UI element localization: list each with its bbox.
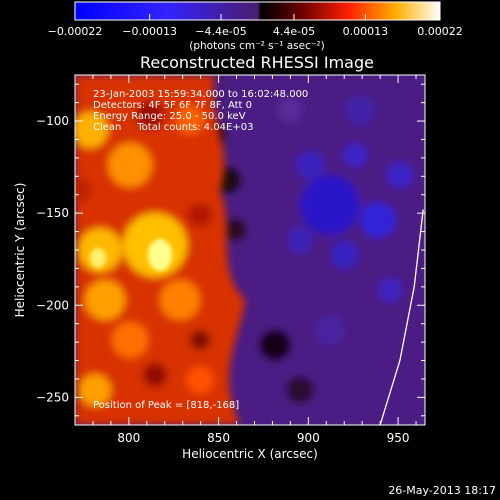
red-zone xyxy=(188,203,212,227)
pos-blob xyxy=(108,143,152,187)
y-tick-label: −100 xyxy=(36,114,69,128)
info-line-total-counts: Clean Total counts: 4.04E+03 xyxy=(93,122,253,133)
x-tick-label: 800 xyxy=(117,431,140,445)
neg-blob xyxy=(360,202,396,238)
neg-blob xyxy=(345,95,375,125)
info-line-energy-range: Energy Range: 25.0 - 50.0 keV xyxy=(93,111,246,122)
pos-blob xyxy=(85,280,125,320)
neg-blob xyxy=(300,175,360,235)
x-tick-label: 850 xyxy=(207,431,230,445)
x-tick-label: 900 xyxy=(297,431,320,445)
colorbar-tick-label: −4.4e-05 xyxy=(195,25,246,38)
pos-blob xyxy=(186,366,214,394)
footer-date: 26-May-2013 18:17 xyxy=(388,484,496,497)
info-line-detectors: Detectors: 4F 5F 6F 7F 8F, Att 0 xyxy=(93,100,252,111)
colorbar: −0.00022 −0.00013 −4.4e-05 4.4e-05 0.00013 0.… xyxy=(48,1,463,52)
x-axis-ticks: 800 850 900 950 xyxy=(92,75,417,445)
x-tick-label: 950 xyxy=(387,431,410,445)
y-tick-label: −200 xyxy=(36,298,69,312)
red-zone xyxy=(136,101,164,129)
peak-position-label: Position of Peak = [818,-168] xyxy=(93,400,239,411)
colorbar-tick-label: 0.00013 xyxy=(343,25,389,38)
y-axis-ticks: −100 −150 −200 −250 xyxy=(36,83,425,417)
red-zone xyxy=(143,363,167,387)
negative-flux-region xyxy=(228,75,425,425)
colorbar-bar xyxy=(74,1,441,21)
neg-blob xyxy=(331,241,359,269)
red-zone xyxy=(190,330,210,350)
neg-blob xyxy=(378,278,402,302)
colorbar-tick-label: 4.4e-05 xyxy=(273,25,315,38)
dark-zone xyxy=(223,218,247,242)
peak-hot-spot xyxy=(148,239,172,271)
y-tick-label: −250 xyxy=(36,390,69,404)
dark-zone xyxy=(259,329,291,361)
x-axis-label: Heliocentric X (arcsec) xyxy=(182,447,318,461)
heatmap-image xyxy=(75,75,425,425)
neg-blob xyxy=(278,98,302,122)
colorbar-tick-label: 0.00022 xyxy=(417,25,463,38)
colorbar-unit-label: (photons cm⁻² s⁻¹ asec⁻²) xyxy=(189,40,324,52)
chart-title: Reconstructed RHESSI Image xyxy=(140,53,374,72)
pos-blob xyxy=(112,322,148,358)
solar-limb xyxy=(379,209,424,425)
y-axis-label: Heliocentric Y (arcsec) xyxy=(13,183,27,318)
dark-zone xyxy=(286,376,314,404)
peak-highlight xyxy=(90,239,172,271)
neg-blob xyxy=(387,162,413,188)
y-tick-label: −150 xyxy=(36,206,69,220)
neg-blob xyxy=(287,227,313,253)
pos-blob xyxy=(79,374,111,406)
info-line-time-range: 23-Jan-2003 15:59:34.000 to 16:02:48.000 xyxy=(93,89,308,100)
neg-blob xyxy=(296,151,324,179)
peak-secondary-spot xyxy=(90,248,106,268)
colorbar-tick-label: −0.00013 xyxy=(122,25,177,38)
pos-blob xyxy=(75,112,108,148)
info-text: 23-Jan-2003 15:59:34.000 to 16:02:48.000… xyxy=(93,89,308,133)
colorbar-tick-label: −0.00022 xyxy=(48,25,103,38)
neg-blob xyxy=(315,315,345,345)
negative-region xyxy=(205,75,425,425)
colorbar-ticks: −0.00022 −0.00013 −4.4e-05 4.4e-05 0.00013 0.… xyxy=(48,14,463,38)
neg-blob xyxy=(343,143,367,167)
pos-blob xyxy=(176,106,204,134)
pos-blob xyxy=(160,280,200,320)
red-zone xyxy=(75,178,92,202)
